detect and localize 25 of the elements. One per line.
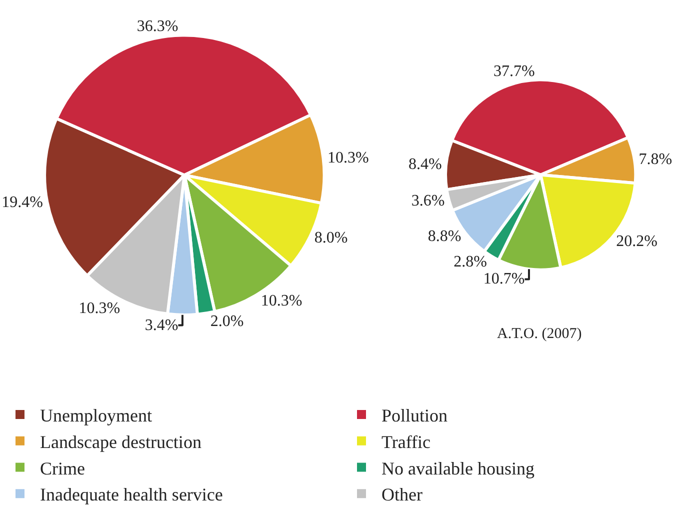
data-label: 37.7%: [494, 62, 535, 80]
data-label: 7.8%: [638, 151, 672, 168]
text: A.T.O. (2007): [497, 326, 582, 342]
data-label: 8.4%: [408, 156, 442, 174]
data-label: 20.2%: [616, 232, 658, 250]
legend-label: Traffic: [382, 432, 431, 452]
data-label: 8.8%: [428, 228, 462, 245]
legend-label: No available housing: [382, 458, 534, 478]
legend-label: Landscape destruction: [40, 432, 202, 452]
data-label: 19.4%: [2, 194, 43, 211]
legend-label: Pollution: [382, 405, 448, 426]
legend-label: Unemployment: [40, 405, 152, 426]
legend-label: Inadequate health service: [40, 484, 223, 505]
legend-label: Other: [382, 484, 422, 505]
data-label: 36.3%: [136, 18, 178, 36]
data-label: 10.3%: [260, 292, 302, 310]
legend-label: Crime: [40, 458, 85, 478]
data-label: 10.7%: [483, 270, 525, 288]
data-label: 8.0%: [314, 230, 348, 247]
data-label: 3.4%: [144, 316, 178, 334]
data-label: 2.0%: [210, 313, 244, 330]
data-label: 10.3%: [78, 300, 120, 317]
data-label: 3.6%: [411, 192, 445, 210]
data-label: 2.8%: [454, 254, 487, 271]
data-label: 10.3%: [327, 150, 369, 167]
